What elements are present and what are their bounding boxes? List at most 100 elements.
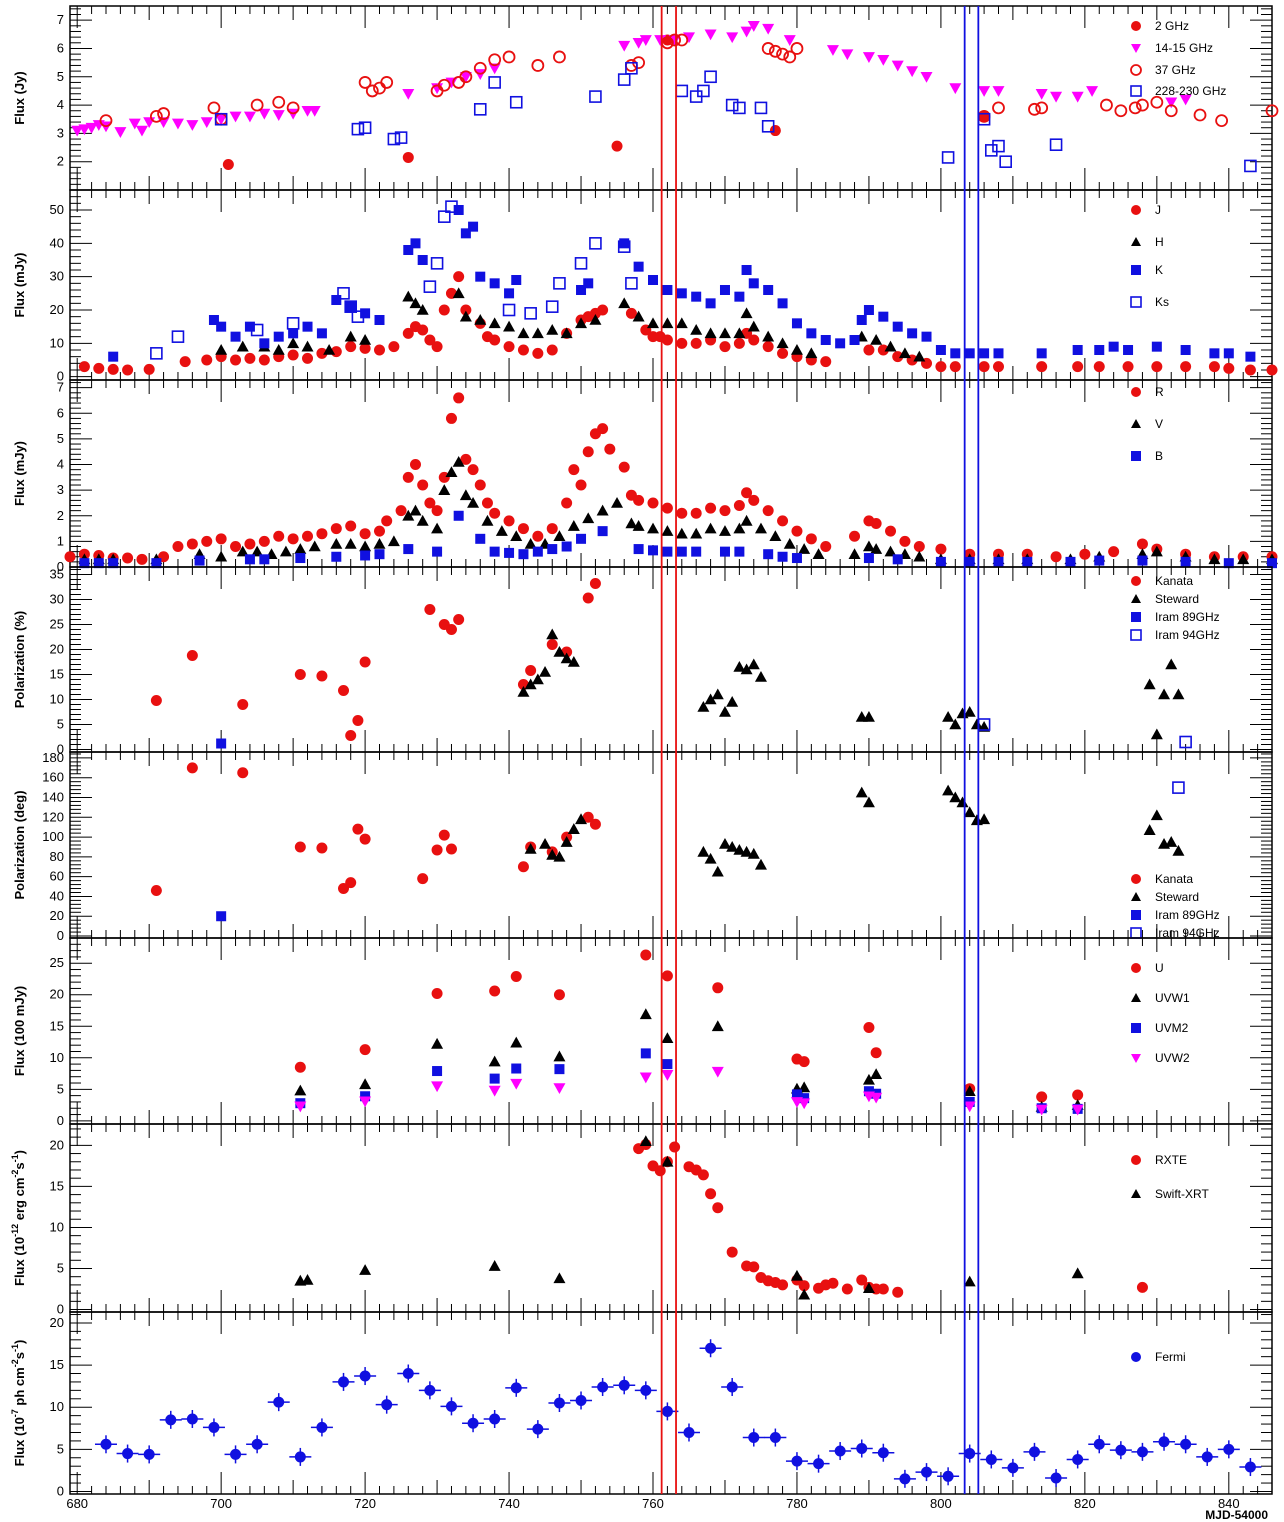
data-point-h [301,340,314,352]
panel-frame [69,937,1273,1125]
data-point-fermi [165,1414,177,1426]
legend-entry: Iram 94GHz [1155,926,1220,940]
data-point-h [575,317,588,329]
data-point-u [359,1044,371,1056]
panel-frame [69,1123,1273,1313]
data-point-37-ghz [531,59,545,72]
data-point-j [93,362,105,374]
data-point-h [488,317,501,329]
data-point-j [1093,361,1105,373]
legend-entry: UVW1 [1155,991,1190,1005]
data-point-ks [351,310,365,323]
data-point-steward [718,706,731,717]
y-tick-label: 40 [50,235,64,250]
data-point-37-ghz [668,33,681,47]
data-point-kanata [582,592,594,604]
legend-entry: H [1155,235,1164,249]
data-point-fermi [381,1399,393,1411]
x-tick-label: 800 [930,1496,952,1511]
data-point-37-ghz [286,101,300,115]
data-point-b [194,555,205,566]
data-point-k [835,338,846,349]
data-point-fermi [748,1432,760,1444]
data-point-uvw1 [488,1055,501,1067]
legend-marker-rxte [1131,1155,1141,1165]
data-point-k [208,315,219,325]
y-tick-label: 5 [57,1260,64,1275]
data-point-k [878,311,889,322]
data-point-14-15-ghz [1179,94,1192,106]
data-point-2-ghz [611,140,623,152]
data-point-v [236,545,249,557]
legend-entry: Kanata [1155,872,1193,886]
data-point-228-230-ghz [509,95,523,109]
data-point-steward [747,658,760,670]
data-point-fermi [856,1443,868,1454]
data-point-kanata [589,818,601,830]
data-point-j [359,342,371,354]
data-point-fermi [964,1448,976,1460]
data-point-k [468,221,479,232]
data-point-v [1237,553,1250,565]
data-point-k [1223,348,1234,359]
data-point-steward [963,706,976,717]
legend-entry: 14-15 GHz [1155,41,1213,55]
data-point-14-15-ghz [639,35,652,46]
data-point-u [431,987,443,999]
data-point-rxte [748,1261,760,1273]
data-point-r [582,446,594,458]
legend-marker-kanata [1131,576,1141,586]
data-point-k [273,331,284,342]
data-point-j [345,341,357,353]
data-point-uvm2 [554,1064,565,1075]
data-point-228-230-ghz [617,73,631,86]
data-point-k [1036,348,1047,359]
data-point-fermi [251,1438,263,1450]
data-point-v [632,520,645,531]
y-tick-label: 4 [57,97,64,112]
data-point-r [935,543,947,555]
data-point-v [704,522,717,534]
data-point-k [849,335,860,345]
data-point-ks [524,307,537,320]
data-point-v [431,522,444,534]
data-point-j [503,341,515,353]
data-point-h [690,324,703,335]
data-point-b [403,544,414,555]
data-point-r [302,530,314,542]
data-point-k [453,205,464,215]
data-point-fermi [230,1448,242,1460]
data-point-h [359,334,372,345]
panel-optical: 0 1 2 3 4 5 6 7 Flux (mJy) R V B [12,379,1278,574]
data-point-u [640,949,652,961]
data-point-h [647,317,660,329]
data-point-r [445,412,457,424]
data-point-37-ghz [99,114,113,128]
data-point-r [453,392,465,404]
y-tick-label: 10 [50,1050,64,1065]
data-point-b [295,553,306,564]
data-point-h [531,327,544,339]
data-point-fermi [597,1381,609,1393]
data-point-k [331,295,342,305]
y-axis-label: Polarization (deg) [12,790,27,899]
data-point-b [597,526,608,537]
data-point-14-15-ghz [992,86,1005,97]
data-point-v [862,540,875,552]
data-point-b [79,558,90,569]
data-point-k [662,285,673,295]
legend-marker-iram-89ghz [1131,612,1141,622]
data-point-b [863,553,874,564]
y-tick-label: 3 [57,482,64,497]
y-axis-label: Polarization (%) [12,611,27,709]
data-point-k [950,348,961,359]
data-point-kanata [150,885,162,897]
y-tick-label: 20 [50,987,64,1002]
data-point-uvw1 [963,1085,976,1097]
data-point-kanata [589,578,601,589]
data-point-ks [437,210,451,223]
data-point-fermi [273,1396,285,1408]
data-point-j [719,341,731,353]
data-point-37-ghz [459,70,473,84]
data-point-k [964,348,975,359]
